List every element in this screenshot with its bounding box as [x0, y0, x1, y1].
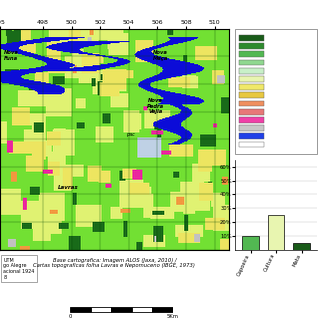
Bar — [239, 84, 264, 90]
Bar — [239, 133, 264, 139]
Text: 5Km: 5Km — [167, 314, 179, 319]
Bar — [268, 215, 284, 250]
Bar — [242, 236, 259, 250]
Bar — [239, 68, 264, 74]
Bar — [239, 100, 264, 107]
Bar — [293, 243, 310, 250]
Bar — [239, 76, 264, 82]
Text: Nova
Funa: Nova Funa — [4, 50, 19, 61]
Bar — [132, 307, 152, 312]
Text: UTM
go Alegre
acional 1924
8: UTM go Alegre acional 1924 8 — [3, 258, 35, 280]
Bar — [239, 92, 264, 98]
Bar — [91, 307, 111, 312]
Text: pac: pac — [126, 132, 135, 137]
Bar — [239, 51, 264, 57]
Bar — [111, 307, 132, 312]
Bar — [239, 35, 264, 41]
Text: Lavras: Lavras — [58, 185, 79, 190]
Bar — [239, 125, 264, 131]
Text: Nova
Maça: Nova Maça — [152, 50, 168, 61]
Bar — [239, 109, 264, 115]
Text: Base cartografica: Imagem ALOS (Jaxa, 2010) /
Cartas topograficas folha Lavras e: Base cartografica: Imagem ALOS (Jaxa, 20… — [34, 258, 195, 268]
Bar — [239, 43, 264, 49]
Text: 0: 0 — [69, 314, 72, 319]
Bar — [239, 60, 264, 66]
Bar — [239, 117, 264, 123]
Bar — [152, 307, 173, 312]
Bar — [70, 307, 91, 312]
Bar — [239, 141, 264, 148]
Text: Nova
Pedra
Vejia: Nova Pedra Vejia — [147, 98, 164, 114]
